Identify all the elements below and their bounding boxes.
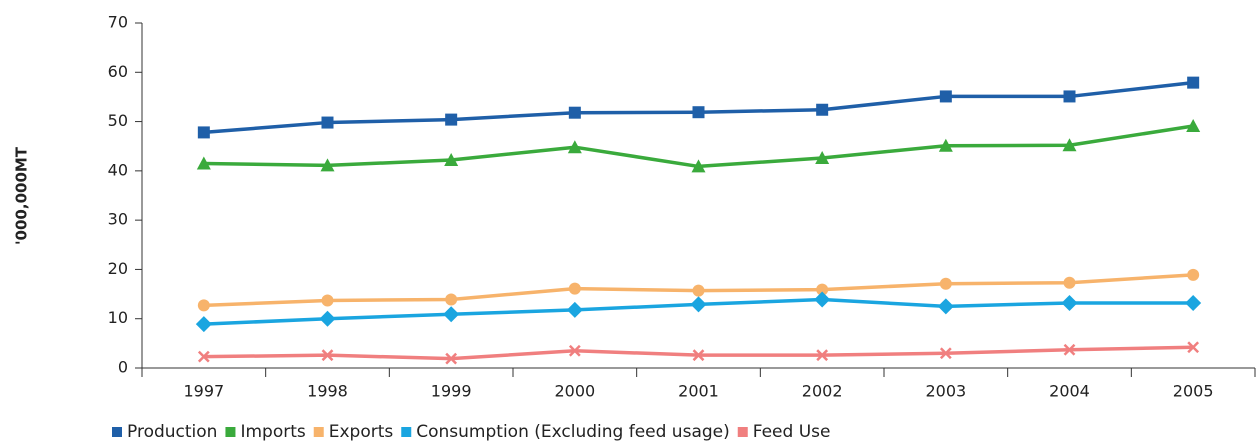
marker [197,299,210,312]
marker [816,349,829,362]
marker [320,158,335,172]
x-tick-label: 1999 [431,382,472,401]
marker [816,103,829,116]
marker [816,283,829,296]
legend-label: Imports [240,422,305,442]
y-tick-label: 40 [108,160,128,179]
legend-swatch [737,427,748,437]
legend-label: Production [127,422,217,442]
marker [1187,341,1200,354]
marker [939,277,952,290]
marker [1061,294,1078,311]
marker [1063,90,1076,103]
legend-label: Consumption (Excluding feed usage) [416,422,730,442]
marker [568,282,581,295]
marker [939,90,952,103]
marker [319,310,336,327]
marker [443,306,460,323]
series [197,268,1200,312]
marker [938,138,953,152]
marker [321,116,334,129]
marker [1186,119,1201,133]
marker [195,316,212,333]
marker [444,153,459,167]
legend-swatch [401,427,412,437]
marker [566,301,583,318]
marker [445,113,458,126]
marker [814,291,831,308]
marker [1187,268,1200,281]
marker [937,298,954,315]
legend-swatch [225,427,236,437]
series [197,341,1200,365]
series [195,291,1202,333]
y-tick-label: 0 [118,358,128,377]
x-tick-label: 2003 [925,382,966,401]
marker [692,106,705,119]
y-tick-label: 70 [108,13,128,32]
marker [197,350,210,363]
marker [1187,76,1200,89]
legend-swatch [313,427,324,437]
x-tick-label: 2001 [678,382,719,401]
marker [567,140,582,154]
marker [691,159,706,173]
x-tick-label: 2005 [1173,382,1214,401]
series [197,76,1200,139]
marker [568,344,581,357]
series [196,119,1201,173]
y-tick-label: 30 [108,210,128,229]
marker [568,106,581,119]
x-tick-label: 1997 [183,382,224,401]
marker [1063,276,1076,289]
x-tick-label: 2002 [802,382,843,401]
marker [690,296,707,313]
x-tick-label: 2000 [554,382,595,401]
marker [815,151,830,165]
legend-swatch [112,427,122,437]
marker [1062,138,1077,152]
y-axis-label: '000,000MT [13,146,31,245]
y-tick-label: 10 [108,308,128,327]
x-tick-label: 1998 [307,382,348,401]
marker [692,349,705,362]
marker [1185,294,1202,311]
y-tick-label: 50 [108,111,128,130]
y-tick-label: 60 [108,62,128,81]
marker [445,293,458,306]
x-tick-label: 2004 [1049,382,1090,401]
marker [196,156,211,170]
marker [692,284,705,297]
marker [1063,343,1076,356]
marker [321,349,334,362]
marker [939,347,952,360]
marker [321,294,334,307]
legend-label: Exports [329,422,394,442]
legend-label: Feed Use [753,422,831,442]
marker [197,126,210,139]
marker [445,352,458,365]
y-tick-label: 20 [108,259,128,278]
